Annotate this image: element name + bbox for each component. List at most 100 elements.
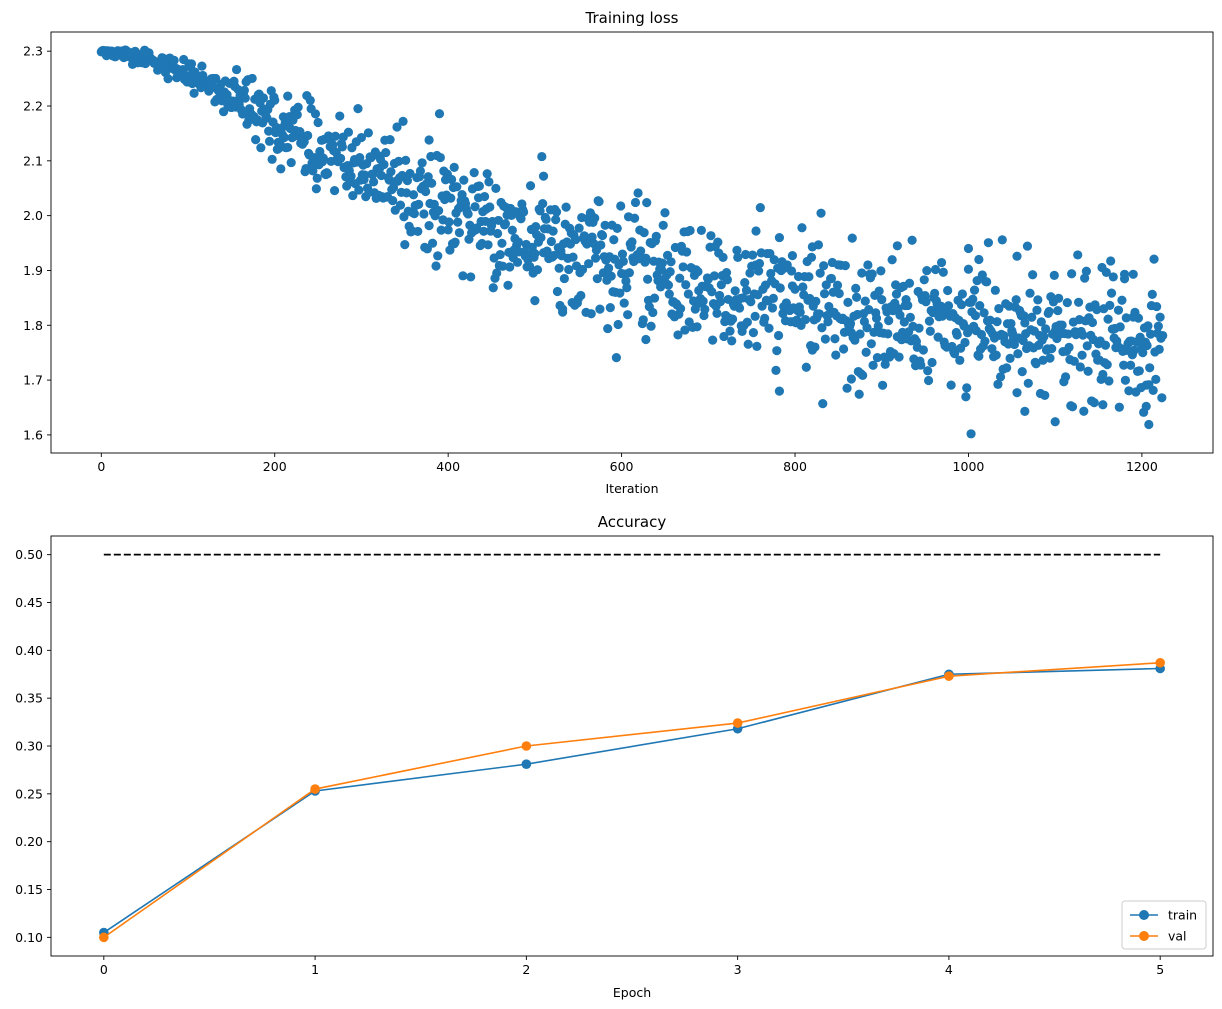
loss-point	[741, 285, 752, 295]
loss-point	[923, 366, 933, 376]
loss-point	[627, 237, 637, 247]
loss-point	[507, 225, 517, 235]
loss-point	[956, 300, 967, 310]
loss-point	[798, 282, 808, 292]
loss-point	[682, 247, 692, 257]
loss-point	[618, 256, 628, 266]
loss-point	[774, 386, 785, 396]
loss-point	[482, 169, 492, 179]
loss-point	[683, 289, 693, 299]
loss-point	[1062, 297, 1072, 308]
accuracy-point-val	[521, 741, 532, 751]
loss-point	[346, 171, 356, 181]
loss-point	[431, 261, 441, 271]
loss-point	[904, 278, 915, 288]
accuracy-y-tick-label: 0.45	[15, 595, 43, 610]
loss-point	[1134, 366, 1144, 376]
loss-point	[892, 241, 902, 251]
accuracy-y-tick-label: 0.50	[15, 547, 43, 562]
loss-point	[530, 296, 540, 306]
loss-point	[546, 236, 556, 247]
training-loss-y-tick-label: 2.3	[23, 44, 43, 59]
loss-point	[1036, 317, 1046, 327]
loss-point	[867, 269, 877, 279]
loss-point	[823, 317, 833, 327]
loss-point	[1100, 340, 1111, 350]
training-loss-chart: Training loss 0 200 400 600 800 1000 1200 1.61…	[23, 9, 1214, 496]
loss-point	[846, 374, 856, 384]
loss-point	[969, 285, 980, 295]
loss-point	[994, 303, 1004, 314]
loss-point	[845, 318, 856, 329]
loss-point	[1073, 250, 1083, 260]
loss-point	[1033, 295, 1043, 305]
loss-point	[768, 293, 778, 303]
loss-point	[877, 295, 887, 305]
loss-point	[336, 153, 346, 164]
loss-point	[186, 59, 197, 69]
loss-point	[943, 285, 953, 296]
loss-point	[363, 128, 373, 138]
loss-point	[664, 289, 674, 299]
loss-point	[1138, 348, 1148, 358]
loss-point	[715, 296, 726, 307]
loss-point	[318, 153, 328, 163]
loss-point	[968, 294, 978, 304]
loss-point	[488, 283, 498, 293]
loss-point	[1143, 321, 1153, 331]
loss-point	[421, 186, 431, 197]
loss-point	[419, 209, 429, 219]
loss-point	[955, 355, 965, 365]
loss-point	[887, 255, 897, 265]
loss-point	[622, 283, 632, 293]
training-loss-x-tick-label: 400	[436, 459, 460, 474]
loss-point	[863, 260, 873, 270]
loss-point	[797, 223, 807, 233]
loss-point	[485, 202, 495, 212]
loss-point	[469, 168, 479, 178]
loss-point	[592, 274, 602, 284]
loss-point	[786, 266, 797, 276]
loss-point	[1154, 344, 1164, 355]
loss-point	[1148, 385, 1158, 395]
loss-point	[907, 235, 917, 245]
training-loss-x-tick-label: 0	[97, 459, 105, 474]
loss-point	[764, 323, 774, 333]
loss-point	[748, 328, 759, 338]
loss-point	[292, 110, 302, 120]
loss-point	[1128, 269, 1138, 279]
loss-point	[472, 223, 482, 233]
loss-point	[638, 315, 648, 325]
loss-point	[348, 190, 358, 201]
loss-point	[1101, 267, 1111, 277]
loss-point	[1083, 366, 1093, 376]
loss-point	[755, 203, 765, 213]
loss-point	[740, 249, 751, 260]
loss-point	[1102, 360, 1112, 370]
legend-entry-train: train	[1130, 908, 1197, 923]
loss-point	[918, 345, 928, 355]
loss-point	[966, 429, 976, 439]
loss-point	[1087, 317, 1098, 328]
loss-point	[548, 226, 558, 236]
loss-point	[740, 278, 750, 288]
loss-point	[1057, 320, 1067, 330]
loss-point	[734, 303, 745, 313]
loss-point	[576, 290, 586, 301]
loss-point	[767, 303, 778, 313]
training-loss-x-label: Iteration	[605, 481, 658, 496]
loss-point	[706, 231, 716, 241]
loss-point	[639, 228, 649, 238]
loss-point	[832, 280, 843, 290]
loss-point	[976, 329, 987, 340]
accuracy-point-val	[944, 671, 954, 681]
loss-point	[1013, 349, 1023, 359]
loss-point	[922, 266, 932, 276]
training-loss-x-tick-label: 800	[783, 459, 807, 474]
loss-point	[769, 255, 779, 265]
loss-point	[810, 342, 820, 352]
loss-point	[709, 271, 719, 281]
loss-point	[582, 239, 592, 249]
loss-point	[554, 263, 564, 273]
loss-point	[1039, 332, 1049, 342]
